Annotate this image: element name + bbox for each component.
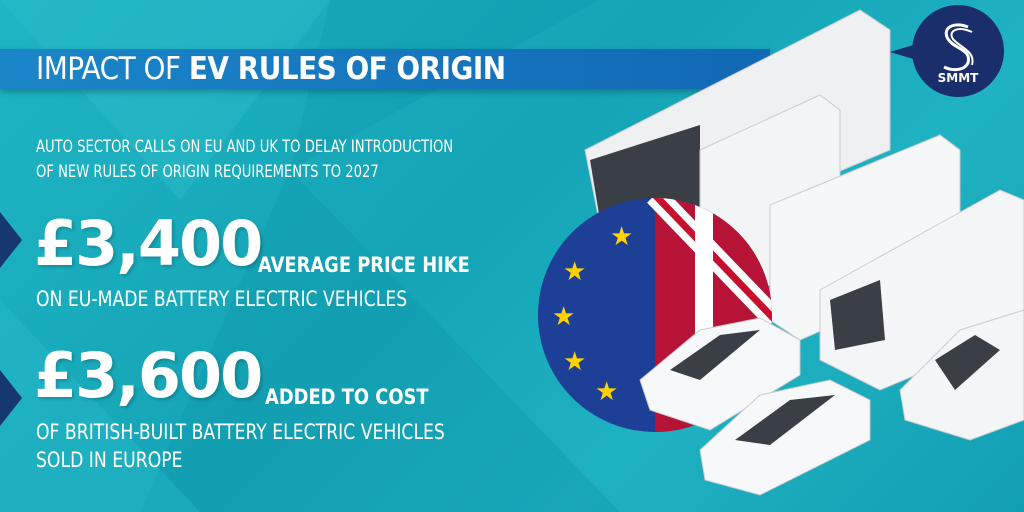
smmt-logo-icon bbox=[943, 23, 974, 72]
stat-label-eu: AVERAGE PRICE HIKE bbox=[258, 253, 470, 277]
subtitle-line-2: OF NEW RULES OF ORIGIN REQUIREMENTS TO 2… bbox=[36, 162, 379, 182]
smmt-logo: SMMT bbox=[912, 5, 1004, 97]
stat-value-uk: £3,600 bbox=[34, 339, 263, 412]
stat-value-eu: £3,400 bbox=[34, 207, 263, 280]
car-icon bbox=[639, 309, 1024, 496]
subtitle-line-1: AUTO SECTOR CALLS ON EU AND UK TO DELAY … bbox=[36, 137, 454, 157]
stat-desc-uk-2: SOLD IN EUROPE bbox=[36, 448, 183, 472]
stat-desc-uk-1: OF BRITISH-BUILT BATTERY ELECTRIC VEHICL… bbox=[36, 420, 445, 444]
stat-label-uk: ADDED TO COST bbox=[265, 385, 429, 409]
svg-text:★: ★ bbox=[552, 302, 575, 332]
page-title: IMPACT OF EV RULES OF ORIGIN bbox=[36, 51, 506, 87]
arrow-marker bbox=[0, 370, 22, 426]
svg-text:★: ★ bbox=[563, 257, 586, 287]
arrow-marker bbox=[0, 212, 22, 268]
stat-desc-eu: ON EU-MADE BATTERY ELECTRIC VEHICLES bbox=[36, 287, 408, 311]
svg-text:★: ★ bbox=[610, 222, 633, 252]
svg-text:★: ★ bbox=[595, 377, 618, 407]
title-bar bbox=[0, 49, 770, 89]
svg-text:★: ★ bbox=[563, 347, 586, 377]
